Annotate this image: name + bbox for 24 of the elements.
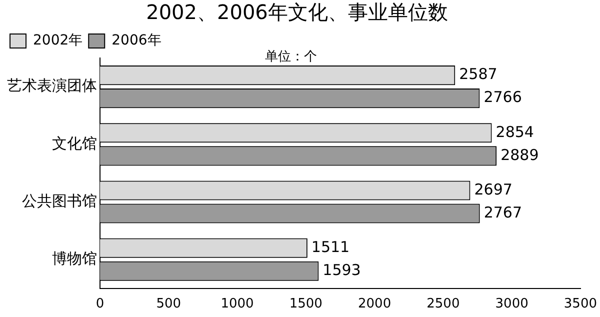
y-tick-label: 艺术表演团体 [7,76,97,95]
annotation: 单位：个 [265,49,317,64]
x-tick-label: 3000 [495,296,528,312]
x-tick-label: 500 [156,296,182,312]
x-tick-label: 1000 [220,296,254,312]
legend-label: 2002年 [33,32,83,49]
data-label: 2767 [484,203,522,222]
data-label: 2889 [500,146,539,164]
data-label: 2854 [496,122,534,141]
data-label: 2697 [474,180,512,198]
data-label: 2587 [459,65,498,84]
x-tick-label: 0 [96,296,104,312]
data-label: 1511 [311,238,350,256]
x-tick-label: 3500 [564,296,598,312]
y-tick-label: 博物馆 [52,249,97,268]
legend-label: 2006年 [112,32,162,49]
y-tick-label: 公共图书馆 [22,192,97,210]
chart-title: 2002、2006年文化、事业单位数 [146,0,448,24]
y-tick-label: 文化馆 [52,134,97,152]
x-tick-label: 2500 [426,296,460,312]
data-label: 2766 [484,88,522,106]
data-label: 1593 [322,261,361,280]
x-tick-label: 2000 [358,296,392,312]
x-tick-label: 1500 [289,296,322,312]
